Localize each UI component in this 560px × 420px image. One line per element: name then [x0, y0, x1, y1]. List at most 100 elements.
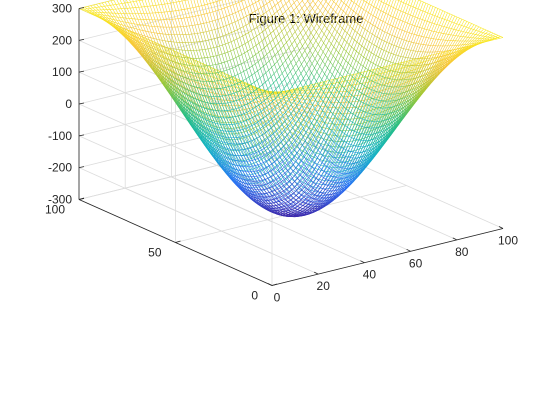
surface-mesh-line	[368, 113, 370, 114]
surface-mesh-line	[490, 35, 492, 36]
surface-mesh-line	[363, 66, 365, 68]
surface-mesh-line	[404, 49, 406, 50]
surface-mesh-line	[354, 58, 356, 60]
surface-mesh-line	[359, 46, 362, 53]
surface-mesh-line	[433, 7, 436, 14]
surface-mesh-line	[340, 65, 342, 68]
surface-mesh-line	[371, 110, 373, 116]
surface-mesh-line	[336, 4, 338, 6]
surface-mesh-line	[378, 20, 381, 28]
surface-mesh-line	[355, 124, 357, 130]
surface-mesh-line	[374, 54, 376, 55]
surface-mesh-line	[423, 45, 426, 52]
surface-mesh-line	[351, 151, 353, 152]
surface-mesh-line	[441, 34, 444, 40]
surface-mesh-line	[448, 41, 451, 46]
surface-mesh-line	[334, 41, 337, 47]
surface-mesh-line	[328, 111, 331, 117]
surface-mesh-line	[452, 15, 454, 16]
surface-mesh-line	[411, 6, 413, 7]
surface-mesh-line	[344, 134, 346, 136]
surface-mesh-line	[327, 71, 330, 77]
surface-mesh-line	[398, 48, 401, 56]
surface-mesh-line	[496, 34, 498, 35]
surface-mesh-line	[316, 174, 319, 175]
surface-mesh-line	[393, 0, 396, 8]
surface-mesh-line	[340, 167, 342, 168]
surface-mesh-line	[330, 187, 333, 191]
surface-mesh-line	[471, 29, 473, 30]
surface-mesh-line	[437, 25, 439, 26]
surface-mesh-line	[468, 29, 471, 33]
surface-mesh-line	[451, 23, 454, 29]
surface-mesh-line	[346, 0, 349, 5]
surface-mesh-line	[353, 68, 355, 70]
surface-mesh-line	[447, 14, 450, 20]
surface-mesh-line	[328, 59, 330, 62]
surface-mesh-line	[344, 0, 347, 3]
surface-mesh-line	[418, 44, 421, 51]
surface-mesh-line	[443, 11, 445, 12]
surface-mesh-line	[325, 190, 327, 191]
surface-mesh-line	[352, 131, 355, 137]
surface-mesh-line	[401, 0, 404, 2]
surface-mesh-line	[371, 106, 373, 107]
surface-mesh-line	[435, 24, 437, 25]
surface-mesh-line	[376, 57, 379, 65]
surface-mesh-line	[314, 93, 316, 97]
surface-mesh-line	[459, 19, 462, 24]
surface-mesh-line	[428, 45, 431, 52]
surface-mesh-line	[440, 18, 442, 19]
surface-mesh-line	[454, 29, 456, 30]
surface-mesh-line	[442, 26, 444, 27]
surface-mesh-line	[356, 51, 358, 53]
surface-mesh-line	[396, 9, 398, 10]
surface-mesh-line	[401, 49, 404, 57]
surface-mesh-line	[417, 27, 420, 35]
surface-mesh-line	[339, 0, 341, 1]
surface-mesh-line	[328, 146, 330, 151]
surface-mesh-line	[423, 2, 425, 3]
surface-mesh-line	[350, 68, 353, 75]
surface-mesh-line	[409, 33, 411, 34]
surface-mesh-line	[399, 38, 401, 39]
surface-mesh-line	[370, 25, 373, 33]
surface-mesh-line	[366, 13, 369, 20]
surface-mesh-line	[336, 99, 338, 102]
surface-mesh-line	[345, 119, 348, 125]
surface-mesh-line	[394, 28, 397, 36]
surface-mesh-line	[469, 24, 472, 28]
surface-mesh-line	[371, 14, 373, 16]
surface-mesh-line	[337, 172, 339, 173]
surface-mesh-line	[399, 47, 401, 48]
surface-mesh-line	[447, 20, 449, 21]
surface-mesh-line	[328, 44, 331, 50]
surface-mesh-line	[428, 5, 431, 13]
surface-mesh-line	[501, 36, 503, 37]
surface-mesh-line	[366, 112, 368, 113]
surface-wireframe	[79, 0, 503, 217]
surface-mesh-line	[324, 134, 327, 139]
surface-mesh-line	[339, 44, 341, 47]
surface-mesh-line	[370, 99, 372, 105]
surface-mesh-line	[470, 34, 473, 38]
surface-mesh-line	[416, 0, 419, 8]
surface-mesh-line	[326, 129, 328, 134]
surface-mesh-line	[373, 17, 376, 25]
surface-mesh-line	[348, 56, 351, 63]
surface-mesh-line	[408, 50, 410, 51]
surface-mesh-line	[342, 70, 345, 77]
surface-mesh-line	[476, 31, 479, 34]
surface-mesh-line	[398, 19, 400, 20]
surface-mesh-line	[327, 68, 329, 71]
surface-mesh-line	[423, 3, 426, 11]
surface-mesh-line	[498, 37, 500, 38]
surface-mesh-line	[341, 106, 344, 112]
surface-mesh-line	[410, 7, 413, 15]
surface-mesh-line	[440, 11, 443, 18]
surface-mesh-line	[343, 58, 345, 61]
surface-mesh-line	[355, 70, 357, 72]
surface-mesh-line	[351, 65, 353, 67]
surface-mesh-line	[396, 47, 399, 55]
surface-mesh-line	[321, 176, 323, 178]
